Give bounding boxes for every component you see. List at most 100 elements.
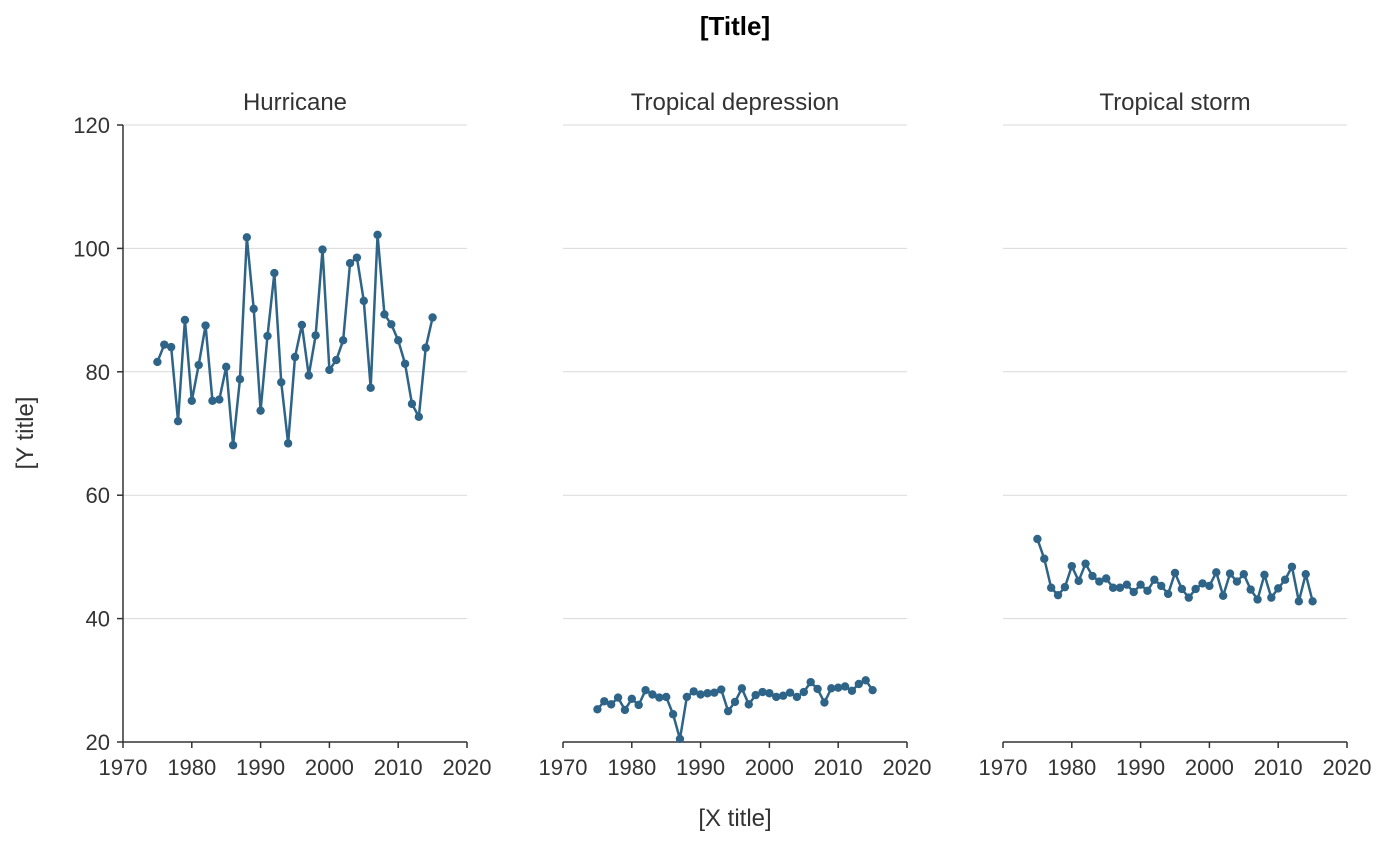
series-line	[156, 233, 434, 447]
data-point	[387, 320, 396, 329]
x-tick-label: 2000	[1185, 755, 1234, 780]
data-point	[675, 734, 685, 744]
y-tick-label: 100	[73, 236, 110, 261]
data-point	[1287, 562, 1297, 571]
facet-panel-2: Tropical depression 1970 1980 1990 2000 2010 2…	[539, 89, 932, 780]
data-point	[1074, 576, 1083, 586]
data-point	[1108, 583, 1118, 592]
data-point	[820, 698, 829, 707]
data-point	[662, 692, 671, 702]
data-point	[338, 336, 348, 345]
data-point	[827, 684, 836, 693]
data-point	[1301, 569, 1310, 579]
data-point	[380, 310, 389, 319]
data-point	[428, 313, 437, 322]
data-point	[297, 320, 307, 330]
data-point	[1115, 583, 1125, 592]
x-tick-label: 1980	[167, 755, 216, 780]
data-point	[256, 406, 265, 415]
data-point	[854, 679, 864, 689]
data-point	[778, 691, 788, 700]
facet-panel-3: Tropical storm 1970 1980 1990 2000 2010 2020	[979, 89, 1372, 780]
x-tick-label: 1990	[676, 755, 725, 780]
data-point	[799, 687, 808, 697]
data-point	[283, 439, 293, 448]
y-tick-label: 20	[86, 730, 110, 755]
data-point	[325, 365, 334, 375]
data-point	[1198, 579, 1207, 588]
data-point	[806, 677, 815, 687]
data-point	[352, 253, 362, 262]
data-point	[1136, 580, 1145, 589]
data-point	[1095, 577, 1104, 586]
data-point	[600, 697, 609, 706]
x-tick-label: 2010	[374, 755, 423, 780]
data-point	[1033, 534, 1042, 544]
chart-title: [Title]	[700, 11, 770, 41]
x-tick-label: 1980	[607, 755, 656, 780]
data-point	[1122, 580, 1132, 589]
x-axis-title: [X title]	[698, 805, 771, 832]
data-point	[201, 321, 210, 330]
y-tick-label: 40	[86, 607, 110, 632]
data-point	[1143, 586, 1152, 596]
data-point	[1280, 575, 1290, 584]
data-point	[407, 399, 417, 409]
data-point	[311, 331, 320, 340]
data-point	[1294, 597, 1304, 606]
x-tick-label: 1990	[236, 755, 285, 780]
data-point	[1081, 559, 1090, 568]
data-point	[332, 355, 341, 365]
x-tick-label: 2020	[1323, 755, 1372, 780]
data-point	[1191, 584, 1200, 594]
data-point	[414, 412, 424, 422]
x-tick-label: 1990	[1116, 755, 1165, 780]
data-point	[1308, 597, 1317, 606]
data-point	[1060, 582, 1070, 592]
data-point	[1040, 554, 1049, 563]
data-point	[1067, 561, 1077, 571]
data-point	[772, 692, 781, 702]
data-point	[1267, 593, 1276, 602]
data-point	[400, 359, 410, 368]
data-point	[593, 705, 602, 714]
data-point	[751, 690, 760, 700]
data-point	[606, 700, 616, 709]
data-point	[166, 342, 176, 352]
facet-label: Hurricane	[243, 89, 347, 116]
data-point	[1232, 577, 1242, 586]
data-point	[620, 705, 630, 715]
data-point	[1246, 585, 1255, 594]
data-point	[627, 694, 636, 704]
data-point	[682, 692, 692, 702]
data-point	[180, 315, 190, 325]
data-point	[366, 383, 375, 393]
data-point	[703, 689, 712, 698]
data-point	[785, 688, 795, 697]
data-point	[194, 360, 203, 370]
x-tick-label: 1980	[1047, 755, 1096, 780]
data-point	[744, 700, 753, 709]
x-tick-label: 1970	[99, 755, 148, 780]
data-point	[1170, 568, 1180, 578]
y-axis-title: [Y title]	[12, 397, 39, 470]
data-point	[613, 693, 623, 702]
data-point	[242, 233, 252, 242]
data-point	[1239, 569, 1249, 579]
data-point	[730, 697, 740, 707]
data-point	[228, 441, 238, 450]
x-tick-label: 2000	[745, 755, 794, 780]
data-point	[1253, 595, 1262, 604]
data-point	[710, 688, 719, 697]
facet-label: Tropical depression	[631, 89, 840, 116]
data-point	[1046, 583, 1056, 592]
data-point	[737, 684, 747, 693]
x-tick-label: 2010	[814, 755, 863, 780]
data-point	[187, 396, 196, 405]
data-point	[1274, 584, 1283, 593]
data-point	[689, 687, 698, 696]
data-point	[648, 690, 657, 699]
x-tick-label: 2000	[305, 755, 354, 780]
